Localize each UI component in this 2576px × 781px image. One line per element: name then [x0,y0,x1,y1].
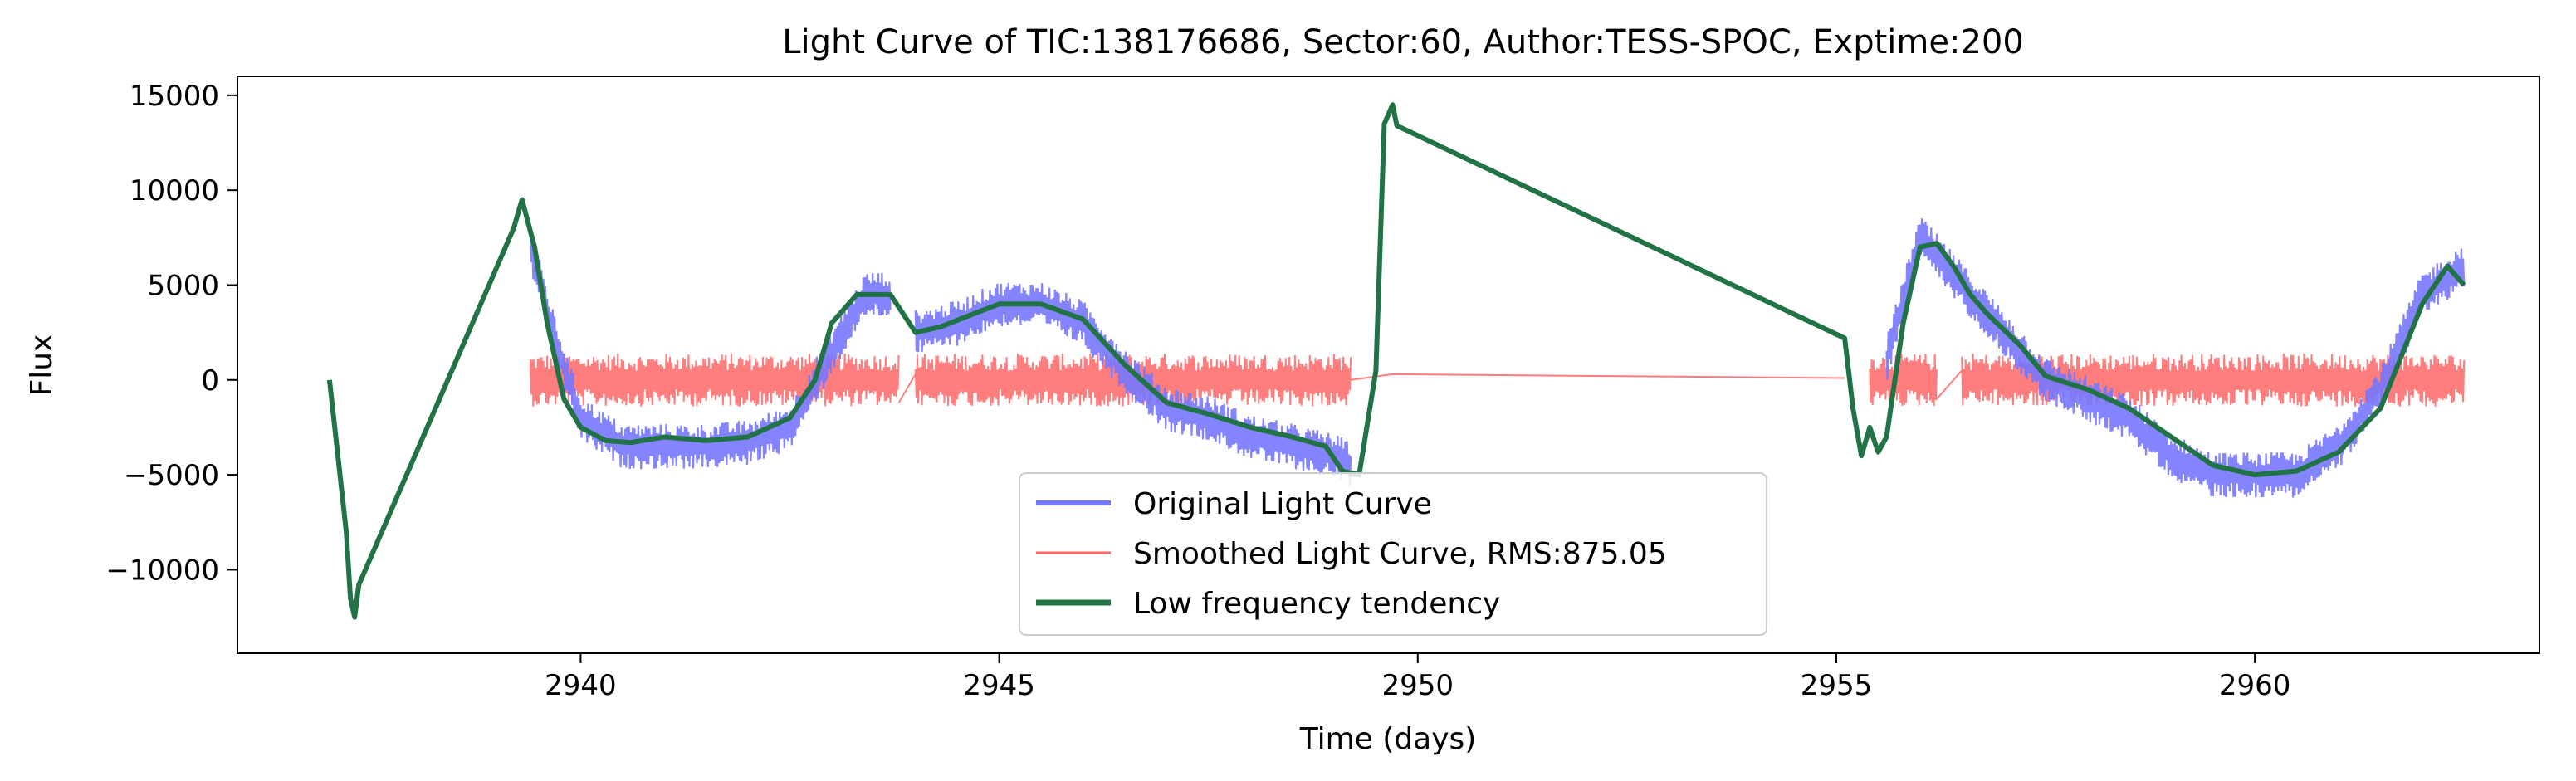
x-axis-ticks: 2940 2945 2950 2955 2960 [545,653,2290,702]
smoothed-light-curve-segment [1869,353,1938,407]
y-tick-label: −10000 [105,554,219,587]
low-frequency-tendency-line [326,102,2466,620]
y-tick-label: 10000 [130,174,219,207]
legend-box [1019,472,1767,636]
legend-label-smoothed: Smoothed Light Curve, RMS:875.05 [1133,537,1667,571]
x-tick-label: 2955 [1801,669,1873,702]
y-tick-label: −5000 [124,459,219,492]
original-light-curve-segment [529,232,892,470]
y-axis-label: Flux [25,334,59,397]
legend: Original Light Curve Smoothed Light Curv… [1019,472,1767,636]
smoothed-light-curve-segment [529,353,900,407]
y-tick-label: 5000 [147,269,219,302]
x-tick-label: 2940 [545,669,617,702]
legend-label-tendency: Low frequency tendency [1133,587,1500,621]
x-tick-label: 2950 [1382,669,1454,702]
chart-title: Light Curve of TIC:138176686, Sector:60,… [782,23,2024,61]
y-axis-ticks: −10000 −5000 0 5000 10000 15000 [105,80,237,587]
smoothed-light-curve-segment [1350,373,1845,381]
x-tick-label: 2960 [2219,669,2291,702]
plot-frame [237,76,2540,654]
x-tick-label: 2945 [963,669,1035,702]
smoothed-light-curve-segment [1936,369,1963,400]
legend-label-original: Original Light Curve [1133,487,1432,521]
smoothed-light-curve-segment [897,373,917,403]
y-tick-label: 0 [201,364,219,398]
y-tick-label: 15000 [130,80,219,113]
x-axis-label: Time (days) [1299,722,1477,756]
series-layer [326,102,2466,620]
